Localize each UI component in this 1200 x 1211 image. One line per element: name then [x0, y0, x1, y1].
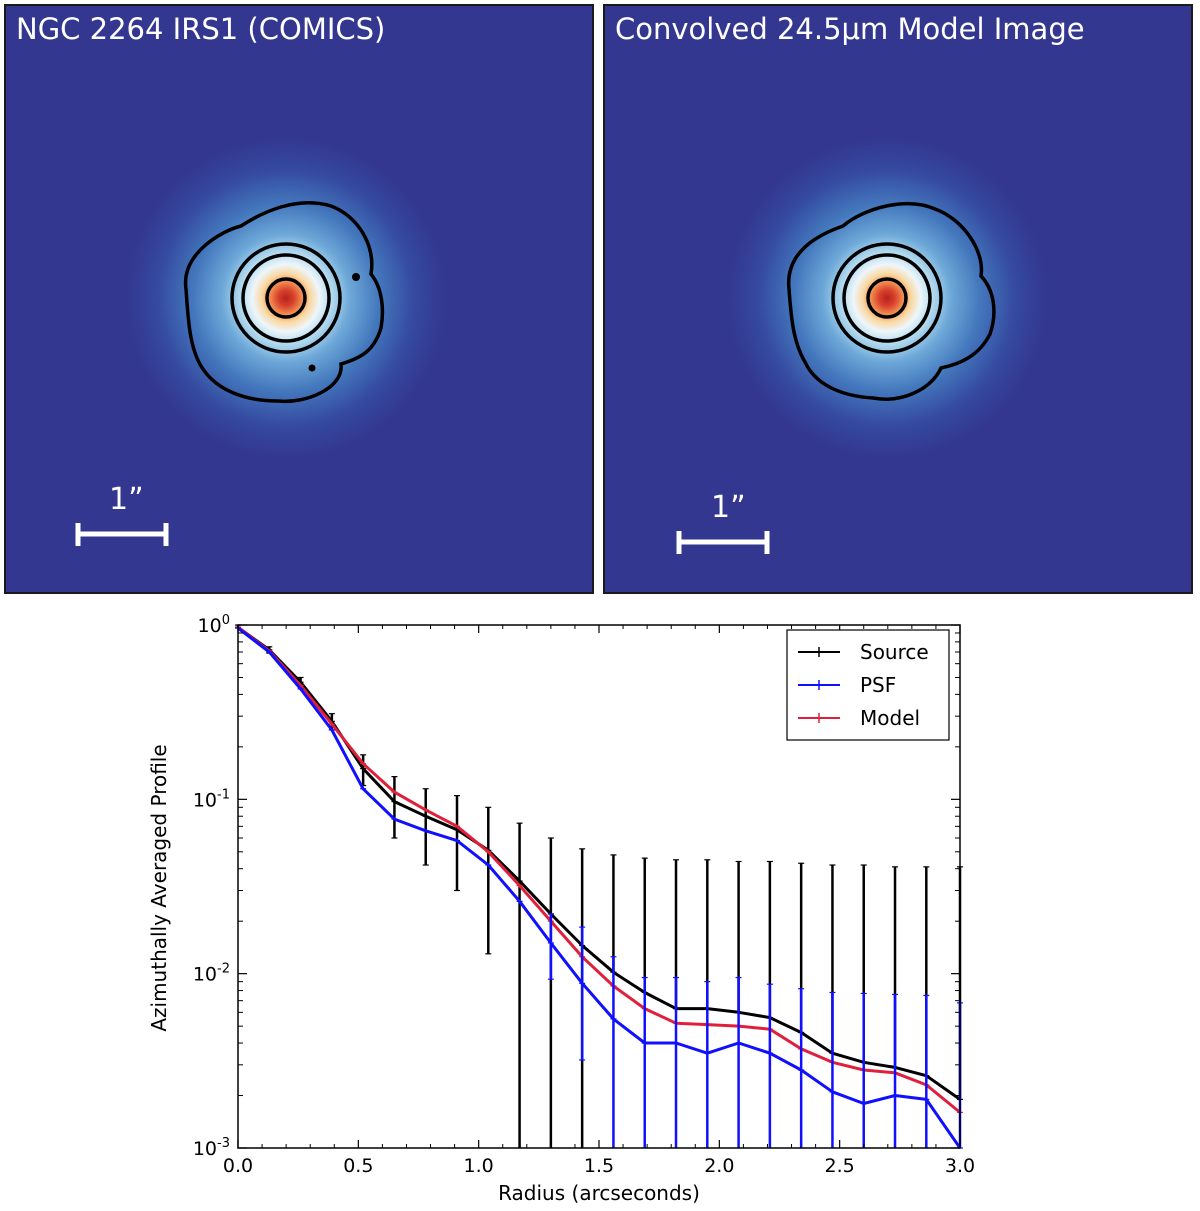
panel-title: NGC 2264 IRS1 (COMICS) [16, 12, 386, 46]
plot-marks [235, 624, 963, 1149]
legend-label-source: Source [860, 640, 929, 664]
outer-contour [183, 201, 385, 404]
y-tick-label: 100 [198, 613, 230, 637]
x-tick-label: 1.0 [464, 1155, 494, 1177]
source-image-panel: NGC 2264 IRS1 (COMICS) 1” [4, 4, 594, 594]
contour-lines [183, 201, 385, 404]
middle-contour [230, 242, 342, 354]
x-axis-label: Radius (arcseconds) [498, 1181, 700, 1205]
x-tick-label: 2.5 [825, 1155, 855, 1177]
source-image [6, 6, 592, 592]
series-psf [235, 626, 963, 1149]
scale-bar-label: 1” [711, 490, 746, 525]
scale-bar [75, 523, 169, 546]
core-contour [866, 277, 908, 319]
legend: Source PSF Model [786, 629, 950, 741]
series-line-source [237, 626, 961, 1101]
y-axis-label: Azimuthally Averaged Profile [147, 744, 171, 1031]
core-contour [265, 277, 307, 319]
legend-label-model: Model [860, 706, 920, 730]
x-tick-label: 0.0 [223, 1155, 253, 1177]
contour-island [352, 273, 360, 281]
y-tick-label: 10-1 [193, 787, 230, 811]
outer-contour [787, 201, 996, 401]
contour-island [308, 364, 316, 372]
panel-title: Convolved 24.5μm Model Image [615, 12, 1085, 46]
x-tick-label: 0.5 [343, 1155, 373, 1177]
middle-contour [831, 242, 943, 354]
x-tick-label: 1.5 [584, 1155, 614, 1177]
scale-bar [676, 531, 770, 554]
source-glow [126, 138, 446, 458]
x-tick-label: 2.0 [704, 1155, 734, 1177]
model-glow [727, 138, 1047, 458]
scale-bar-label: 1” [109, 482, 144, 517]
series-line-psf [237, 626, 962, 1149]
inner-ring-contour [241, 253, 331, 343]
y-tick-label: 10-2 [193, 962, 230, 986]
inner-ring-contour [842, 253, 932, 343]
series-line-model [237, 626, 961, 1114]
model-image [605, 6, 1191, 592]
contour-lines [787, 201, 996, 401]
legend-label-psf: PSF [860, 673, 896, 697]
model-image-panel: Convolved 24.5μm Model Image 1” [603, 4, 1193, 594]
x-tick-label: 3.0 [945, 1155, 975, 1177]
